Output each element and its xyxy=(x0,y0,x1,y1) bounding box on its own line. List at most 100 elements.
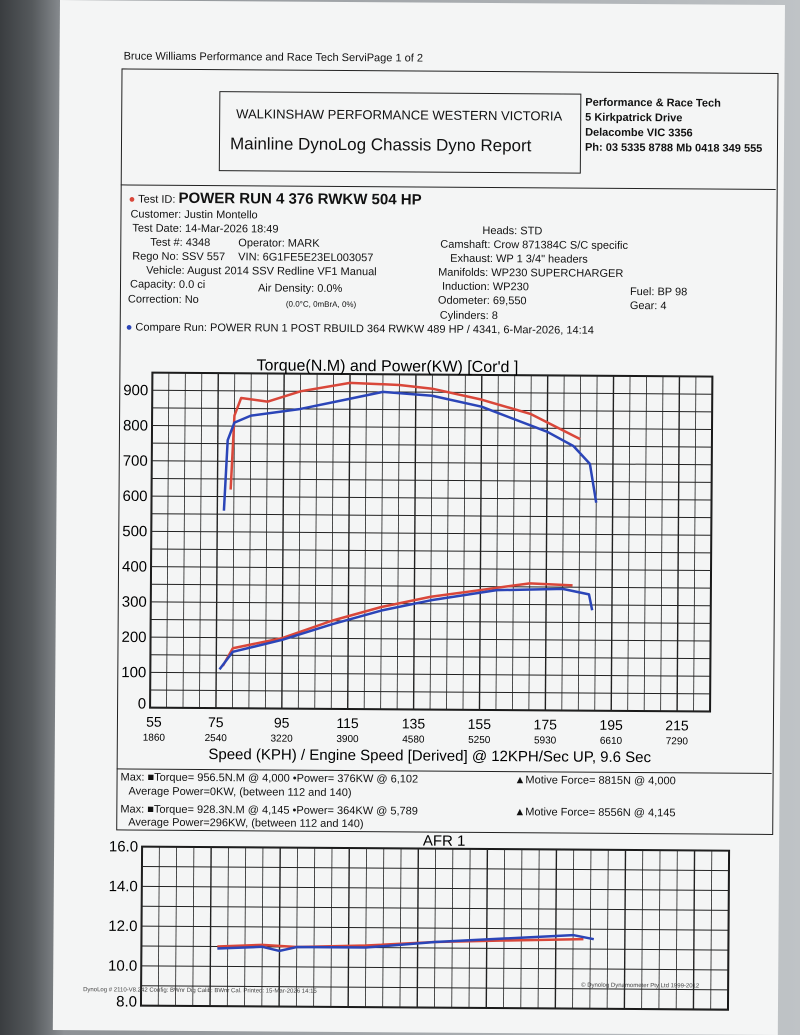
test-run-average-power: Average Power=0KW, (between 112 and 140) xyxy=(128,785,352,800)
grid-line xyxy=(141,865,729,872)
address-line: Delacombe VIC 3356 xyxy=(585,126,693,140)
series-line-afr-compare-run- xyxy=(217,933,595,953)
grid-line xyxy=(141,965,729,971)
cylinders: Cylinders: 8 xyxy=(439,309,498,323)
x-tick-label: 215 xyxy=(665,717,689,733)
grid-line xyxy=(141,885,729,891)
grid-line xyxy=(151,566,712,572)
grid-line xyxy=(150,636,711,642)
chart-title: AFR 1 xyxy=(423,833,466,850)
vin: VIN: 6G1FE5E23EL003057 xyxy=(238,251,374,265)
grid-line xyxy=(676,376,681,712)
series-line-torque-test-run- xyxy=(229,381,581,490)
grid-line xyxy=(150,654,711,660)
grid-line xyxy=(314,373,318,709)
grid-line xyxy=(412,374,417,710)
torque-power-chart: 0 100 200 300 400 500 600 700 800 900 55 1860 75 2540… xyxy=(121,357,714,766)
grid-line xyxy=(610,375,615,711)
grid-line xyxy=(380,374,384,710)
grid-line xyxy=(151,513,712,519)
y-tick-label: 10.0 xyxy=(108,958,137,975)
grid-line xyxy=(594,375,598,711)
x-tick-label: 155 xyxy=(468,716,492,732)
operator: Operator: MARK xyxy=(238,237,320,250)
rpm-tick-label: 1860 xyxy=(143,733,166,744)
grid-line xyxy=(297,373,302,709)
grid-line xyxy=(150,707,711,713)
rpm-tick-label: 7290 xyxy=(666,736,689,747)
grid-line xyxy=(151,442,712,448)
grid-line xyxy=(627,375,631,711)
y-tick-label: 600 xyxy=(122,488,147,505)
grid-line xyxy=(142,846,730,852)
test-date: Test Date: 14-Mar-2026 18:49 xyxy=(132,222,279,236)
y-tick-label: 500 xyxy=(122,523,147,540)
grid-line xyxy=(577,375,582,711)
test-number: Test #: 4348 xyxy=(150,236,211,250)
air-density: Air Density: 0.0% xyxy=(257,282,343,295)
series-line-afr-test-run- xyxy=(217,937,584,949)
grid-line xyxy=(141,905,729,911)
exhaust: Exhaust: WP 1 3/4" headers xyxy=(450,252,588,266)
grid-line xyxy=(150,671,711,677)
grid-line xyxy=(140,1005,728,1011)
conditions: (0.0°C, 0mBrA, 0%) xyxy=(285,299,357,310)
grid-line xyxy=(152,425,713,430)
company-name: WALKINSHAW PERFORMANCE WESTERN VICTORIA xyxy=(236,106,563,124)
footer-left: DynoLog # 2110-V8.242 Config: BWnr Dig C… xyxy=(83,987,317,995)
y-tick-label: 0 xyxy=(138,696,146,713)
series-line-torque-compare-run- xyxy=(222,390,598,511)
title-box: WALKINSHAW PERFORMANCE WESTERN VICTORIA … xyxy=(218,91,582,174)
grid-line xyxy=(660,376,664,712)
grid-line xyxy=(446,374,450,710)
grid-line xyxy=(330,373,334,709)
afr-chart: 8.0 10.0 12.0 14.0 16.0 AFR 1 xyxy=(108,833,731,1011)
y-tick-label: 100 xyxy=(121,664,146,681)
address-line: Ph: 03 5335 8788 Mb 0418 349 555 xyxy=(584,141,763,155)
chart-title: Torque(N.M) and Power(KW) [Cor'd ] xyxy=(256,357,518,376)
test-marker-icon: ● xyxy=(128,193,139,206)
grid-line xyxy=(149,372,154,708)
grid-line xyxy=(199,372,203,708)
grid-line xyxy=(528,375,532,711)
y-tick-label: 12.0 xyxy=(108,918,137,935)
rpm-tick-label: 3220 xyxy=(270,733,293,744)
grid-line xyxy=(152,389,713,395)
grid-line xyxy=(151,477,712,483)
y-tick-label: 400 xyxy=(122,558,147,575)
series-line-power-test-run- xyxy=(221,582,573,667)
grid-line xyxy=(150,601,711,607)
rpm-tick-label: 5930 xyxy=(534,735,557,746)
grid-line xyxy=(512,375,516,711)
x-tick-label: 175 xyxy=(534,716,558,732)
manifolds: Manifolds: WP230 SUPERCHARGER xyxy=(438,266,624,280)
odometer: Odometer: 69,550 xyxy=(437,294,527,308)
x-tick-label: 95 xyxy=(274,715,290,731)
test-id: POWER RUN 4 376 RWKW 504 HP xyxy=(178,189,422,209)
dyno-report-sheet: Bruce Williams Performance and Race Tech… xyxy=(52,0,785,1035)
grid-line xyxy=(141,925,729,931)
y-tick-label: 8.0 xyxy=(116,993,137,1010)
series-line-power-compare-run- xyxy=(218,587,594,671)
x-axis-label: Speed (KPH) / Engine Speed [Derived] @ 1… xyxy=(208,746,651,766)
gear: Gear: 4 xyxy=(629,299,667,313)
grid-line xyxy=(151,495,712,501)
y-tick-label: 300 xyxy=(122,594,147,611)
address-block: Performance & Race Tech 5 Kirkpatrick Dr… xyxy=(585,96,763,157)
rego-number: Rego No: SSV 557 xyxy=(132,250,226,264)
grid-line xyxy=(281,373,285,709)
grid-line xyxy=(152,372,713,378)
fuel: Fuel: BP 98 xyxy=(629,285,688,299)
camshaft: Camshaft: Crow 871384C S/C specific xyxy=(440,238,629,252)
grid-line xyxy=(166,372,170,708)
address-line: Performance & Race Tech xyxy=(585,96,721,110)
rpm-tick-label: 6610 xyxy=(600,736,623,747)
grid-line xyxy=(150,689,711,695)
capacity: Capacity: 0.0 ci xyxy=(129,278,206,292)
test-run-motive-force: ▲Motive Force= 8815N @ 4,000 xyxy=(514,774,676,788)
heads: Heads: STD xyxy=(482,224,543,238)
address-line: 5 Kirkpatrick Drive xyxy=(585,111,683,125)
grid-line xyxy=(152,407,713,413)
compare-marker-icon: ● xyxy=(125,321,136,334)
vehicle: Vehicle: August 2014 SSV Redline VF1 Man… xyxy=(146,264,377,279)
